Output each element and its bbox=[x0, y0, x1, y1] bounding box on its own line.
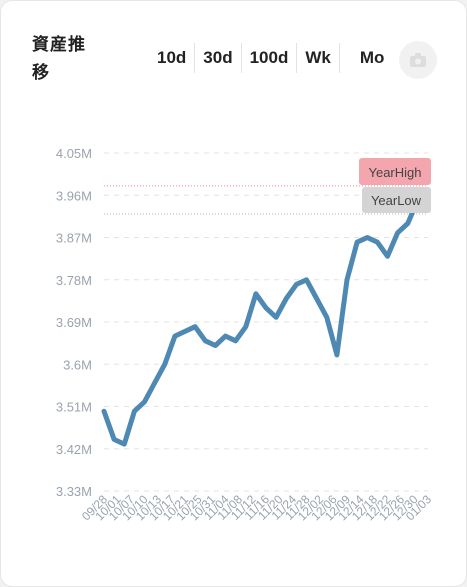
tab-30d[interactable]: 30d bbox=[195, 43, 242, 73]
year-low-label: YearLow bbox=[371, 193, 422, 208]
y-tick-label: 3.69M bbox=[56, 315, 92, 330]
y-tick-label: 3.51M bbox=[56, 400, 92, 415]
year-high-badge bbox=[359, 158, 431, 185]
camera-button[interactable] bbox=[399, 41, 437, 79]
y-tick-label: 3.42M bbox=[56, 442, 92, 457]
y-tick-label: 3.78M bbox=[56, 273, 92, 288]
tab-10d[interactable]: 10d bbox=[149, 43, 196, 73]
y-tick-label: 4.05M bbox=[56, 146, 92, 161]
y-tick-label: 3.33M bbox=[56, 484, 92, 499]
year-low-badge bbox=[362, 187, 431, 213]
tab-wk[interactable]: Wk bbox=[297, 43, 340, 73]
camera-icon bbox=[410, 53, 426, 67]
year-high-label: YearHigh bbox=[368, 165, 421, 180]
tab-mo[interactable]: Mo bbox=[359, 48, 385, 67]
y-tick-label: 3.87M bbox=[56, 231, 92, 246]
chart-title: 資産推移 bbox=[32, 35, 86, 82]
period-tabs: 10d 30d 100d Wk Mo bbox=[149, 43, 392, 73]
y-tick-label: 3.6M bbox=[63, 357, 92, 372]
series-line bbox=[101, 197, 431, 447]
tab-100d[interactable]: 100d bbox=[242, 43, 298, 73]
y-tick-label: 3.96M bbox=[56, 188, 92, 203]
